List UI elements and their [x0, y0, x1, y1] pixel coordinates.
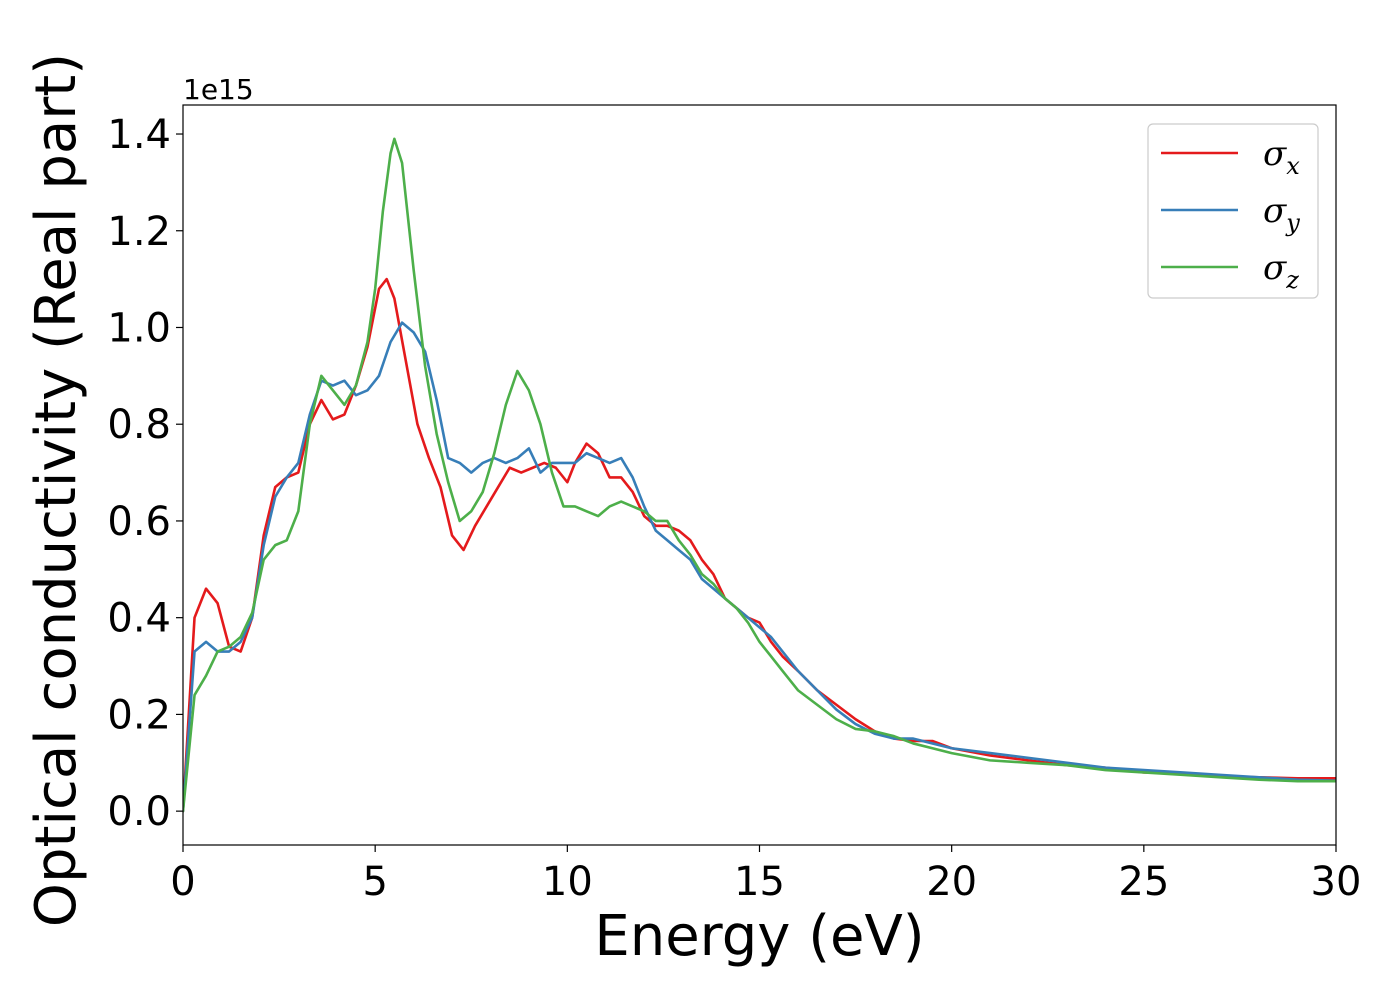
y-tick-label: 1.4 — [107, 112, 171, 158]
y-axis-offset-label: 1e15 — [183, 73, 254, 106]
legend: σx σy σz — [1147, 123, 1319, 299]
x-tick-label: 0 — [170, 859, 195, 905]
y-tick-label: 0.0 — [107, 789, 171, 835]
series-line-z — [183, 137, 1336, 813]
x-tick-label: 10 — [542, 859, 593, 905]
series-lines — [183, 137, 1336, 813]
y-axis-ticks: 0.0 0.2 0.4 0.6 0.8 1.0 1.2 1.4 — [107, 112, 183, 835]
y-tick-label: 1.0 — [107, 305, 171, 351]
x-axis-ticks: 0 5 10 15 20 25 30 — [170, 845, 1361, 905]
y-axis-label: Optical conductivity (Real part) — [24, 53, 89, 927]
x-tick-label: 30 — [1311, 859, 1362, 905]
x-axis-label: Energy (eV) — [594, 904, 924, 969]
plot-frame — [182, 104, 1337, 846]
x-tick-label: 25 — [1118, 859, 1169, 905]
y-tick-label: 0.6 — [107, 499, 171, 545]
x-tick-label: 20 — [926, 859, 977, 905]
y-tick-label: 0.8 — [107, 402, 171, 448]
x-tick-label: 5 — [362, 859, 387, 905]
y-tick-label: 0.4 — [107, 596, 171, 642]
x-tick-label: 15 — [734, 859, 785, 905]
y-tick-label: 0.2 — [107, 692, 171, 738]
series-line-x — [183, 277, 1336, 813]
y-tick-label: 1.2 — [107, 209, 171, 255]
legend-label-z: σz — [1263, 248, 1299, 294]
legend-label-x: σx — [1263, 134, 1300, 180]
legend-label-y: σy — [1263, 191, 1300, 237]
